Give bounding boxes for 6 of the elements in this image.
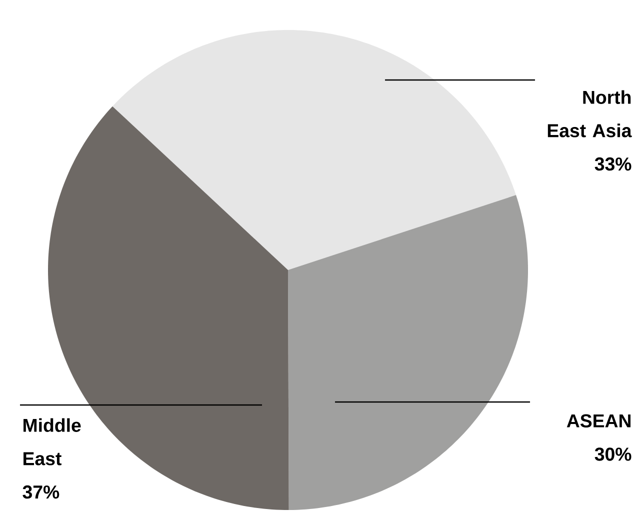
slice-label: ASEAN [566,414,630,428]
slice-label: North East Asia [548,90,632,138]
data-label: 33% [594,157,632,171]
data-label: 37% [22,485,60,499]
data-label: 30% [594,448,632,461]
slice-label: Middle East [24,418,81,466]
